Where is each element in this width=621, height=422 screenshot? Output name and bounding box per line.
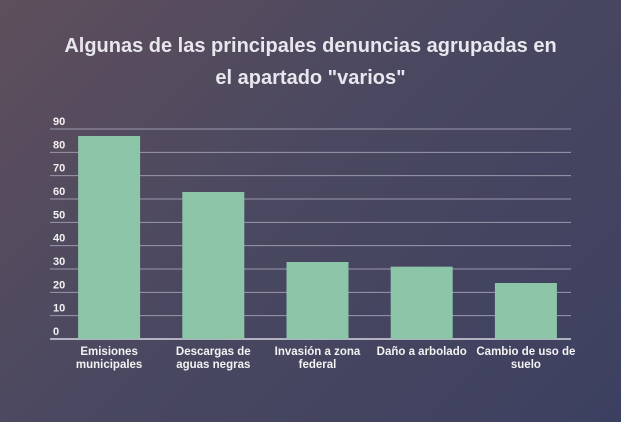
y-axis-ticks: 0 10 20 30 40 50 60 70 80 90 xyxy=(53,116,65,338)
x-category-label: Emisiones municipales xyxy=(76,346,142,371)
y-tick-label: 20 xyxy=(53,279,65,291)
bar xyxy=(182,192,245,339)
y-tick-label: 0 xyxy=(53,326,59,338)
x-category-label: Daño a arbolado xyxy=(377,346,467,358)
y-tick-label: 40 xyxy=(53,233,65,245)
chart-title: Algunas de las principales denuncias agr… xyxy=(0,30,621,94)
chart-title-line-1: Algunas de las principales denuncias agr… xyxy=(64,35,557,57)
y-tick-label: 90 xyxy=(53,116,65,128)
x-category-label: Descargas de aguas negras xyxy=(176,346,251,371)
bar xyxy=(390,266,453,339)
y-tick-label: 10 xyxy=(53,303,65,315)
bar xyxy=(286,262,349,339)
x-axis-labels: Emisiones municipales Descargas de aguas ne… xyxy=(76,346,576,371)
y-tick-label: 50 xyxy=(53,209,65,221)
bar xyxy=(494,283,557,339)
bar xyxy=(78,136,141,339)
y-tick-label: 30 xyxy=(53,256,65,268)
chart-title-line-2: el apartado "varios" xyxy=(215,67,406,89)
y-tick-label: 80 xyxy=(53,139,65,151)
x-category-label: Invasión a zona federal xyxy=(275,346,361,371)
y-tick-label: 60 xyxy=(53,186,65,198)
y-tick-label: 70 xyxy=(53,163,65,175)
x-category-label: Cambio de uso de suelo xyxy=(476,346,575,371)
bars xyxy=(78,136,557,339)
